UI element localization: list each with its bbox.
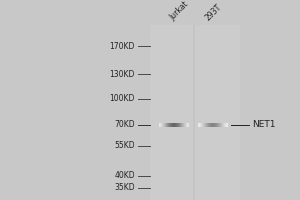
Text: 70KD: 70KD xyxy=(114,120,135,129)
FancyBboxPatch shape xyxy=(150,25,240,200)
Text: 55KD: 55KD xyxy=(114,141,135,150)
Text: 130KD: 130KD xyxy=(110,70,135,79)
Text: 293T: 293T xyxy=(204,2,224,22)
Text: 100KD: 100KD xyxy=(110,94,135,103)
Text: 35KD: 35KD xyxy=(114,183,135,192)
Text: Jurkat: Jurkat xyxy=(168,0,190,22)
Text: NET1: NET1 xyxy=(252,120,275,129)
Text: 40KD: 40KD xyxy=(114,171,135,180)
FancyBboxPatch shape xyxy=(150,25,240,200)
Text: 170KD: 170KD xyxy=(110,42,135,51)
